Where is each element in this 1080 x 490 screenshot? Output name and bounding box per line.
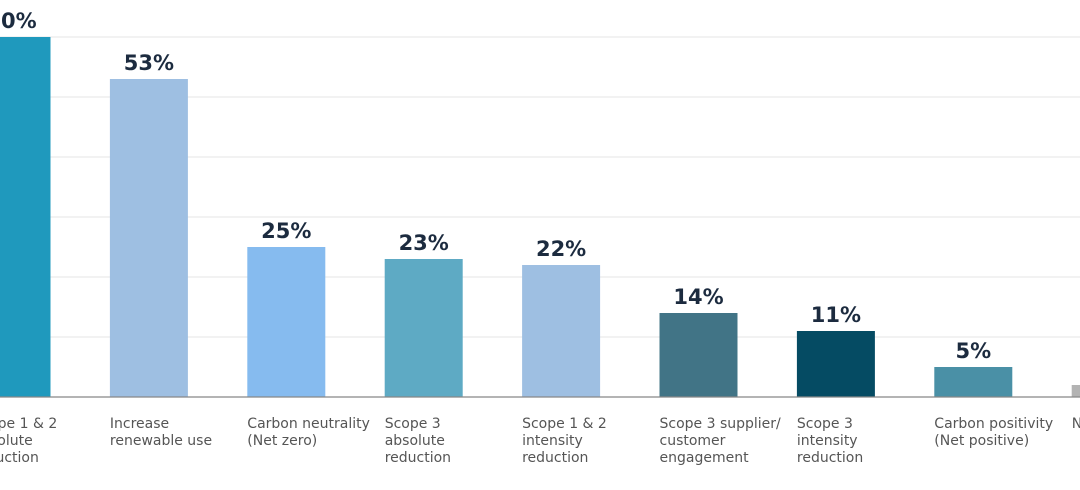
value-label: 14%	[673, 285, 723, 309]
category-label: Scope 3 absolute reduction	[385, 416, 451, 466]
bar	[384, 259, 463, 397]
value-label: 5%	[955, 339, 991, 363]
bar	[659, 313, 738, 397]
category-label: Scope 1 & 2absolutereduction	[0, 416, 57, 466]
bar	[522, 265, 601, 397]
bar	[796, 331, 875, 397]
bar	[1071, 385, 1080, 397]
bar	[247, 247, 326, 397]
category-label: Net...	[1072, 416, 1080, 432]
bar	[934, 367, 1013, 397]
value-label: 23%	[399, 231, 449, 255]
value-label: 11%	[811, 303, 861, 327]
value-label: 22%	[536, 237, 586, 261]
value-label: 60%	[0, 9, 37, 33]
bars	[0, 37, 1080, 397]
category-label: Scope 3 supplier/customer engagement	[660, 416, 782, 466]
value-label: 53%	[124, 51, 174, 75]
category-label: Carbon neutrality (Net zero)	[247, 416, 370, 449]
category-labels: Scope 1 & 2absolutereduction Increaserene…	[0, 416, 1080, 466]
category-label: Scope 3 intensity reduction	[797, 416, 863, 466]
value-label: 25%	[261, 219, 311, 243]
bar	[0, 37, 51, 397]
category-label: Scope 1 & 2 intensity reduction	[522, 416, 607, 466]
category-label: Increase renewable use	[110, 416, 212, 449]
bar	[109, 79, 188, 397]
value-labels: 60% 53% 25% 23% 22% 14% 11% 5%	[0, 9, 991, 363]
category-label: Carbon positivity (Net positive)	[934, 416, 1053, 449]
